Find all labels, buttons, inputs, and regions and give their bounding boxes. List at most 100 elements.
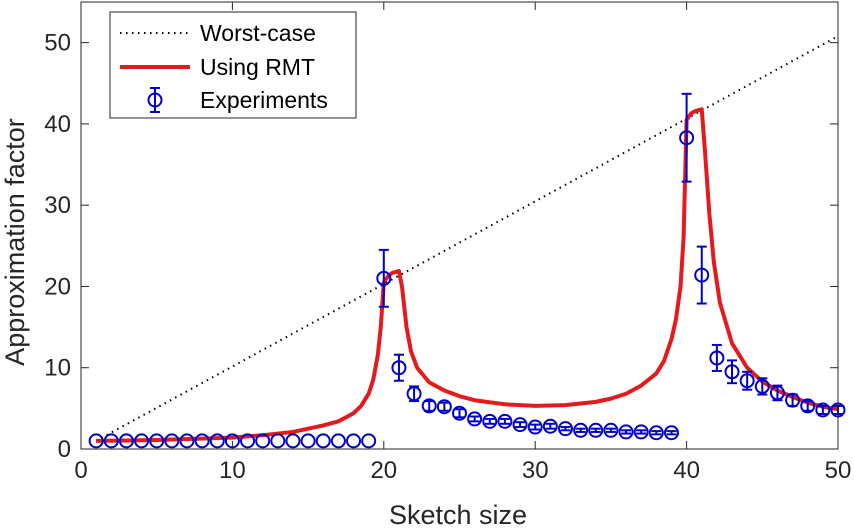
experiment-point [285, 433, 301, 449]
y-tick-label: 40 [44, 111, 71, 138]
experiment-point [406, 385, 422, 403]
x-tick-label: 50 [825, 457, 852, 484]
experiment-point [149, 433, 165, 449]
experiment-marker [542, 418, 558, 434]
legend-experiments-marker [147, 87, 163, 113]
experiment-marker [618, 424, 634, 440]
experiment-marker [557, 421, 573, 437]
experiment-point [391, 353, 407, 382]
experiment-marker [376, 270, 392, 286]
experiment-point [103, 433, 119, 449]
experiment-point [164, 433, 180, 449]
plot-layer [88, 35, 846, 449]
experiment-point [769, 384, 785, 402]
experiment-point [346, 433, 362, 449]
experiment-marker [452, 405, 467, 421]
experiment-point [194, 433, 210, 449]
experiment-marker [739, 373, 755, 389]
experiment-marker [118, 433, 134, 449]
experiment-point [527, 419, 543, 435]
experiment-marker [785, 392, 801, 408]
legend-rmt-label: Using RMT [200, 54, 315, 80]
experiment-point [134, 433, 150, 449]
x-tick-label: 0 [74, 457, 87, 484]
y-tick-label: 50 [44, 30, 71, 57]
x-tick-label: 10 [219, 457, 246, 484]
experiment-point [618, 424, 634, 440]
y-tick-label: 0 [58, 436, 71, 463]
experiment-marker [482, 413, 498, 429]
experiment-point [800, 398, 816, 414]
experiment-point [255, 433, 271, 449]
experiment-point [694, 245, 710, 305]
experiment-marker [497, 413, 513, 429]
experiment-marker [103, 433, 119, 449]
experiment-marker [346, 433, 362, 449]
axes-layer: 0 10 20 30 40 50 0 10 20 30 40 50 [44, 1, 852, 484]
experiment-point [376, 248, 392, 308]
experiment-point [209, 433, 225, 449]
x-tick-label: 20 [370, 457, 397, 484]
experiment-marker [285, 433, 301, 449]
experiment-marker [134, 433, 150, 449]
experiment-point [739, 370, 755, 391]
experiment-point [240, 433, 256, 449]
experiment-point [436, 399, 452, 415]
experiment-point [421, 398, 437, 414]
experiment-marker [633, 424, 649, 440]
experiment-point [754, 377, 770, 396]
x-tick-label: 30 [522, 457, 549, 484]
experiment-marker [815, 402, 831, 418]
experiment-point [633, 424, 649, 440]
experiment-marker [663, 425, 679, 441]
experiment-marker [300, 433, 316, 449]
experiment-point [118, 433, 134, 449]
experiment-marker [330, 433, 346, 449]
experiment-point [270, 433, 286, 449]
experiment-marker [88, 433, 104, 449]
experiment-marker [209, 433, 225, 449]
experiment-point [467, 411, 483, 427]
experiment-marker [679, 130, 695, 146]
experiment-marker [406, 386, 422, 402]
experiment-marker [149, 433, 165, 449]
experiment-point [361, 433, 377, 449]
experiment-point [512, 417, 528, 433]
experiment-marker [724, 364, 740, 380]
y-tick-label: 20 [44, 273, 71, 300]
legend: Worst-case Using RMT Experiments [109, 11, 357, 119]
experiment-marker [315, 433, 331, 449]
experiment-point [88, 433, 104, 449]
experiment-point [542, 418, 558, 434]
axes-box [80, 1, 839, 450]
experiment-point [452, 405, 467, 421]
experiment-marker [800, 398, 816, 414]
y-axis-label: Approximation factor [0, 118, 30, 366]
experiment-point [482, 413, 498, 429]
experiment-marker [527, 419, 543, 435]
experiment-marker [194, 433, 210, 449]
experiment-marker [573, 422, 589, 438]
legend-experiments-label: Experiments [200, 87, 328, 113]
experiment-marker [754, 378, 770, 394]
experiment-point [785, 392, 801, 408]
experiment-point [497, 413, 513, 429]
experiment-marker [588, 422, 604, 438]
experiment-point [603, 422, 619, 438]
experiment-marker [769, 385, 785, 401]
experiment-point [315, 433, 331, 449]
experiment-marker [694, 267, 710, 283]
experiment-point [179, 433, 195, 449]
experiment-point [330, 433, 346, 449]
series-line-using-rmt [96, 107, 838, 443]
experiment-marker [361, 433, 377, 449]
legend-worst-case-label: Worst-case [200, 20, 316, 46]
experiment-point [573, 422, 589, 438]
experiment-point [679, 92, 695, 183]
experiment-point [709, 343, 725, 372]
x-axis-label: Sketch size [389, 500, 527, 530]
experiment-point [815, 402, 831, 418]
experiment-marker [240, 433, 256, 449]
experiment-marker [648, 425, 664, 441]
